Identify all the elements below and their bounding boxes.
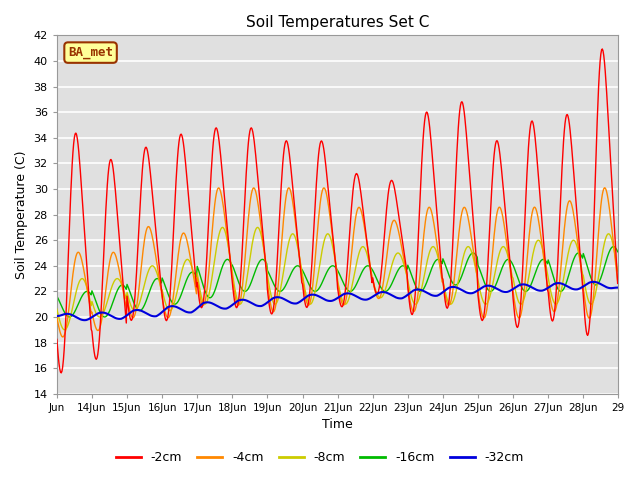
X-axis label: Time: Time bbox=[322, 419, 353, 432]
Text: BA_met: BA_met bbox=[68, 46, 113, 59]
Title: Soil Temperatures Set C: Soil Temperatures Set C bbox=[246, 15, 429, 30]
Legend: -2cm, -4cm, -8cm, -16cm, -32cm: -2cm, -4cm, -8cm, -16cm, -32cm bbox=[111, 446, 529, 469]
Y-axis label: Soil Temperature (C): Soil Temperature (C) bbox=[15, 150, 28, 279]
